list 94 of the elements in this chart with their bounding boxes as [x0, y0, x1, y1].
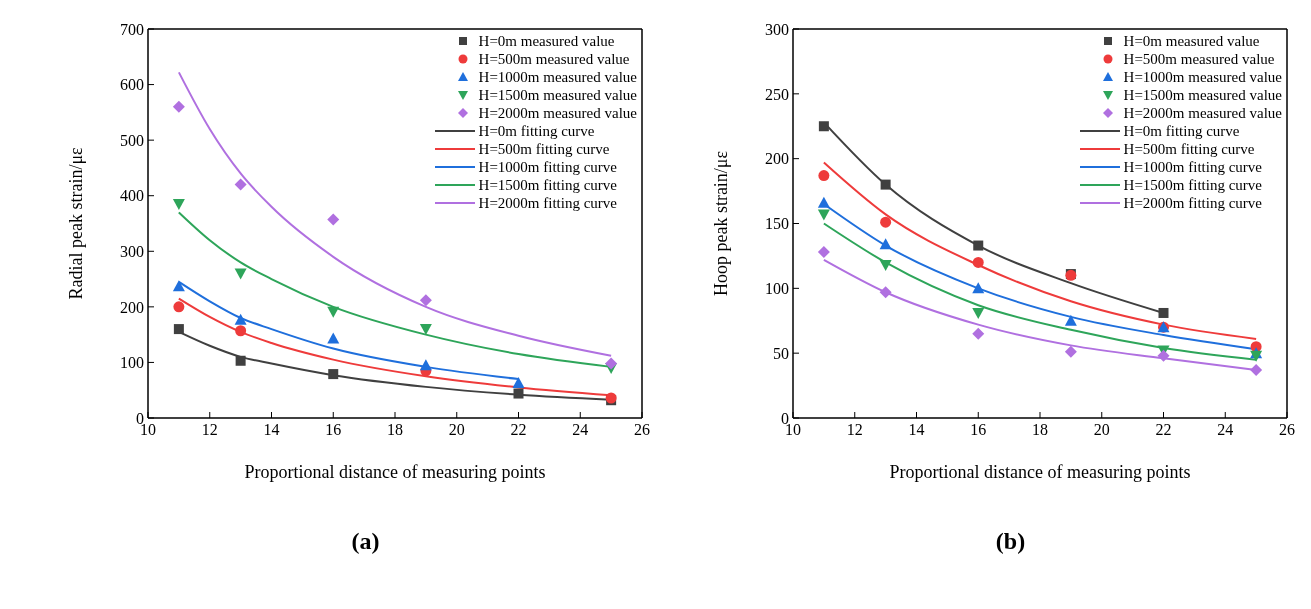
legend-label: H=2000m measured value: [1123, 104, 1282, 122]
point: [235, 355, 246, 366]
legend-label: H=1500m measured value: [478, 86, 637, 104]
y-tick-label: 300: [765, 20, 789, 38]
point: [880, 216, 892, 228]
x-tick-label: 16: [325, 421, 342, 439]
x-tick-label: 24: [1217, 421, 1234, 439]
y-tick-label: 150: [765, 215, 789, 233]
legend-label: H=1000m measured value: [478, 68, 637, 86]
point: [972, 282, 985, 294]
y-tick-label: 100: [765, 280, 789, 298]
point: [818, 170, 830, 182]
point: [817, 209, 830, 221]
legend-label: H=1500m fitting curve: [1123, 176, 1263, 194]
x-tick-label: 24: [572, 421, 589, 439]
legend-label: H=0m fitting curve: [478, 122, 595, 140]
legend-label: H=1000m fitting curve: [1123, 158, 1263, 176]
x-tick-label: 18: [1032, 421, 1048, 439]
point: [328, 369, 339, 380]
y-tick-label: 200: [765, 150, 789, 168]
x-tick-label: 26: [634, 421, 650, 439]
x-tick-label: 22: [510, 421, 527, 439]
legend-label: H=2000m fitting curve: [1123, 194, 1263, 212]
point: [234, 268, 247, 280]
legend-label: H=500m fitting curve: [478, 140, 610, 158]
legend-label: H=500m fitting curve: [1123, 140, 1255, 158]
point: [818, 121, 829, 132]
point: [234, 313, 247, 325]
x-tick-label: 12: [846, 421, 863, 439]
legend-label: H=1500m fitting curve: [478, 176, 618, 194]
legend-label: H=1500m measured value: [1123, 86, 1282, 104]
x-tick-label: 14: [263, 421, 280, 439]
y-tick-label: 250: [765, 85, 789, 103]
x-axis-title: Proportional distance of measuring points: [244, 462, 546, 482]
y-tick-label: 600: [120, 76, 144, 94]
point: [880, 179, 891, 190]
point: [605, 357, 618, 370]
point: [972, 307, 985, 319]
point: [879, 238, 892, 250]
point: [235, 325, 247, 337]
x-tick-label: 12: [201, 421, 218, 439]
x-tick-label: 26: [1279, 421, 1295, 439]
point: [879, 259, 892, 271]
y-tick-label: 700: [120, 20, 144, 38]
point: [172, 100, 185, 113]
point: [1157, 349, 1170, 362]
y-tick-label: 500: [120, 131, 144, 149]
point: [234, 178, 247, 191]
point: [973, 240, 984, 251]
x-tick-label: 20: [448, 421, 465, 439]
x-tick-label: 14: [908, 421, 925, 439]
legend-label: H=2000m measured value: [478, 104, 637, 122]
point: [327, 332, 340, 344]
point: [879, 286, 892, 299]
point: [817, 246, 830, 259]
point: [972, 256, 984, 268]
text: (b): [994, 528, 1027, 555]
point: [172, 199, 185, 211]
point: [1064, 345, 1077, 358]
text: (a): [350, 528, 381, 555]
legend-label: H=500m measured value: [1123, 50, 1275, 68]
y-axis-title: Hoop peak strain/με: [711, 150, 732, 297]
point: [327, 213, 340, 226]
legend-label: H=0m measured value: [1123, 32, 1260, 50]
point: [419, 359, 432, 371]
x-tick-label: 22: [1155, 421, 1172, 439]
y-tick-label: 300: [120, 242, 144, 260]
legend-label: H=2000m fitting curve: [478, 194, 618, 212]
x-tick-label: 20: [1093, 421, 1110, 439]
point: [512, 376, 525, 388]
y-axis-title: Radial peak strain/με: [66, 146, 87, 300]
point: [972, 327, 985, 340]
y-tick-label: 200: [120, 298, 144, 316]
point: [1158, 307, 1169, 318]
point: [1250, 364, 1263, 377]
legend-label: H=1000m measured value: [1123, 68, 1282, 86]
point: [173, 324, 184, 335]
legend-label: H=0m measured value: [478, 32, 615, 50]
point: [1064, 314, 1077, 326]
point: [327, 306, 340, 318]
y-tick-label: 400: [120, 187, 144, 205]
point: [419, 294, 432, 307]
x-tick-label: 18: [387, 421, 403, 439]
legend-label: H=1000m fitting curve: [478, 158, 618, 176]
point: [817, 196, 830, 208]
x-tick-label: 16: [970, 421, 987, 439]
point: [172, 280, 185, 292]
point: [173, 301, 185, 313]
x-axis-title: Proportional distance of measuring points: [889, 462, 1191, 482]
legend-label: H=500m measured value: [478, 50, 630, 68]
point: [513, 388, 524, 399]
y-tick-label: 100: [120, 354, 144, 372]
y-tick-label: 50: [773, 344, 789, 362]
legend-label: H=0m fitting curve: [1123, 122, 1240, 140]
